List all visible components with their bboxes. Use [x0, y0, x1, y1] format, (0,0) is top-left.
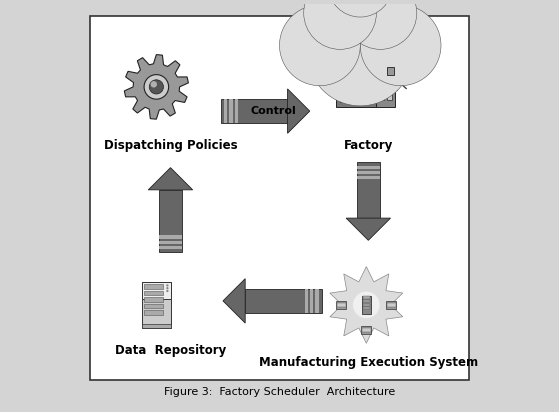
- FancyBboxPatch shape: [363, 304, 370, 306]
- Circle shape: [166, 287, 169, 289]
- Polygon shape: [357, 166, 380, 169]
- Polygon shape: [159, 241, 182, 244]
- FancyBboxPatch shape: [361, 326, 371, 334]
- Circle shape: [360, 5, 441, 86]
- FancyBboxPatch shape: [142, 282, 171, 300]
- Circle shape: [149, 80, 163, 94]
- FancyBboxPatch shape: [144, 291, 163, 295]
- Polygon shape: [124, 55, 188, 119]
- Circle shape: [353, 292, 380, 318]
- FancyBboxPatch shape: [362, 296, 371, 314]
- FancyBboxPatch shape: [337, 303, 345, 307]
- FancyBboxPatch shape: [144, 285, 163, 289]
- Polygon shape: [391, 75, 407, 89]
- Polygon shape: [330, 267, 403, 343]
- FancyBboxPatch shape: [142, 282, 171, 328]
- FancyBboxPatch shape: [342, 59, 347, 81]
- FancyBboxPatch shape: [362, 81, 381, 89]
- FancyBboxPatch shape: [379, 92, 384, 100]
- FancyBboxPatch shape: [336, 81, 376, 107]
- FancyBboxPatch shape: [387, 67, 394, 75]
- Circle shape: [166, 284, 169, 287]
- FancyBboxPatch shape: [351, 59, 357, 81]
- Circle shape: [144, 75, 169, 99]
- Text: Control: Control: [250, 106, 296, 116]
- Polygon shape: [159, 190, 182, 253]
- Polygon shape: [357, 171, 380, 174]
- Text: Data  Repository: Data Repository: [115, 344, 226, 358]
- Polygon shape: [235, 99, 238, 123]
- FancyBboxPatch shape: [363, 307, 370, 309]
- FancyBboxPatch shape: [386, 301, 396, 309]
- Polygon shape: [159, 246, 182, 249]
- FancyBboxPatch shape: [142, 324, 171, 328]
- Text: Figure 3:  Factory Scheduler  Architecture: Figure 3: Factory Scheduler Architecture: [164, 387, 395, 397]
- Polygon shape: [229, 99, 233, 123]
- FancyBboxPatch shape: [90, 16, 469, 379]
- FancyBboxPatch shape: [376, 88, 397, 90]
- FancyBboxPatch shape: [144, 304, 163, 308]
- FancyBboxPatch shape: [363, 296, 370, 299]
- Circle shape: [304, 0, 376, 49]
- FancyBboxPatch shape: [340, 95, 348, 102]
- Circle shape: [328, 0, 392, 17]
- Circle shape: [308, 1, 413, 106]
- FancyBboxPatch shape: [362, 328, 371, 332]
- Circle shape: [150, 81, 157, 87]
- Polygon shape: [221, 99, 287, 123]
- Polygon shape: [305, 289, 308, 313]
- Polygon shape: [245, 289, 322, 313]
- FancyBboxPatch shape: [351, 85, 359, 92]
- FancyBboxPatch shape: [363, 300, 370, 302]
- Circle shape: [166, 290, 169, 292]
- Circle shape: [344, 0, 417, 49]
- Polygon shape: [375, 75, 391, 89]
- Text: Factory: Factory: [344, 139, 393, 152]
- FancyBboxPatch shape: [387, 92, 392, 100]
- FancyBboxPatch shape: [340, 85, 348, 92]
- FancyBboxPatch shape: [376, 89, 395, 107]
- Circle shape: [280, 5, 360, 86]
- Polygon shape: [310, 289, 314, 313]
- Polygon shape: [224, 99, 228, 123]
- FancyBboxPatch shape: [387, 303, 396, 307]
- FancyBboxPatch shape: [144, 297, 163, 302]
- Polygon shape: [357, 162, 380, 218]
- Polygon shape: [287, 89, 310, 133]
- FancyBboxPatch shape: [336, 301, 347, 309]
- FancyBboxPatch shape: [144, 311, 163, 315]
- FancyBboxPatch shape: [351, 95, 359, 102]
- Text: Dispatching Policies: Dispatching Policies: [103, 139, 238, 152]
- Polygon shape: [148, 168, 193, 190]
- Polygon shape: [357, 176, 380, 179]
- Text: Manufacturing Execution System: Manufacturing Execution System: [259, 356, 478, 369]
- Polygon shape: [346, 218, 391, 240]
- Polygon shape: [223, 279, 245, 323]
- Polygon shape: [315, 289, 319, 313]
- Polygon shape: [159, 236, 182, 239]
